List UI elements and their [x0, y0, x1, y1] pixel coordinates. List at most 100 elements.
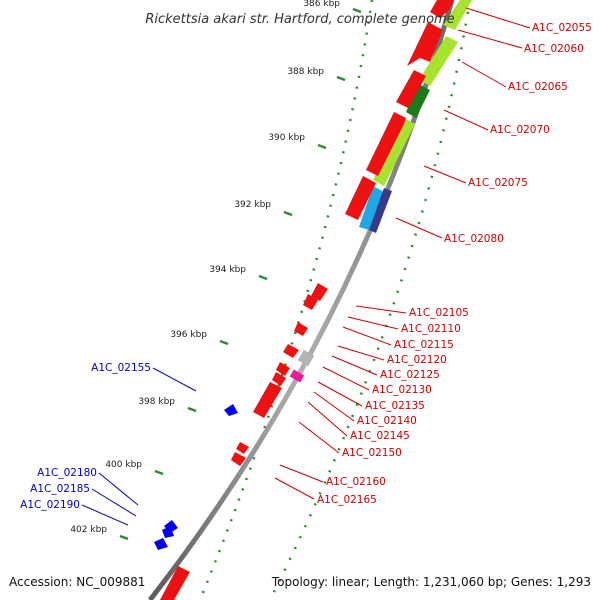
gene-arrow-forward[interactable]: [236, 442, 249, 454]
leader-line: [98, 472, 139, 506]
leader-line: [443, 109, 489, 131]
gene-label-forward[interactable]: A1C_02145: [350, 430, 410, 442]
leader-line: [465, 7, 531, 29]
cds-darkgreen[interactable]: [406, 84, 430, 118]
gene-arrow-forward[interactable]: [396, 70, 426, 108]
gene-arrow-forward[interactable]: [366, 112, 406, 176]
axis-tick-mark: [119, 534, 129, 541]
cds-track: [359, 0, 472, 233]
cds-lime-2[interactable]: [419, 36, 458, 86]
leader-line: [81, 504, 129, 526]
axis-tick-mark: [258, 274, 268, 281]
axis-tick-label: 394 kbp: [209, 265, 246, 275]
gene-label-forward[interactable]: A1C_02160: [326, 476, 386, 488]
leader-line: [337, 345, 385, 361]
gene-label-forward[interactable]: A1C_02130: [372, 384, 432, 396]
leader-line: [274, 477, 315, 500]
reverse-genes: [154, 404, 238, 550]
gene-label-forward[interactable]: A1C_02135: [365, 400, 425, 412]
map-title: Rickettsia akari str. Hartford, complete…: [145, 12, 454, 27]
leader-lines: [81, 7, 531, 526]
gene-label-reverse[interactable]: A1C_02155: [91, 362, 151, 374]
axis-tick-mark: [219, 339, 229, 346]
gene-label-forward[interactable]: A1C_02075: [468, 177, 528, 189]
gene-label-forward[interactable]: A1C_02140: [357, 415, 417, 427]
gene-label-reverse[interactable]: A1C_02185: [30, 483, 90, 495]
gene-arrow-forward[interactable]: [407, 22, 446, 66]
gene-labels: A1C_02055 A1C_02060 A1C_02065 A1C_02070 A1C_…: [20, 22, 592, 511]
gene-arrow-forward[interactable]: [345, 176, 376, 220]
axis-tick-label: 402 kbp: [70, 525, 107, 535]
cds-lime-3[interactable]: [373, 118, 415, 186]
leader-line: [317, 381, 363, 407]
axis-tick-label: 390 kbp: [268, 133, 305, 143]
gene-arrow-forward[interactable]: [430, 0, 454, 18]
leader-line: [457, 29, 523, 49]
gene-label-forward[interactable]: A1C_02070: [490, 124, 550, 136]
gray-feature[interactable]: [297, 349, 315, 367]
axis-tick-mark: [187, 406, 197, 413]
leader-line: [347, 316, 399, 330]
leader-line: [307, 401, 348, 437]
leader-line: [355, 305, 407, 314]
gene-arrow-forward[interactable]: [272, 372, 286, 386]
axis-tick-label: 396 kbp: [170, 330, 207, 340]
accession-label: Accession: NC_009881: [9, 575, 145, 589]
leader-line: [342, 326, 392, 346]
axis-tick-label: 386 kbp: [303, 0, 340, 9]
leader-line: [423, 165, 467, 184]
gene-arrow-forward[interactable]: [294, 322, 308, 336]
axis-tick-mark: [154, 469, 164, 476]
tick-track-outer: [198, 0, 374, 600]
cds-navy[interactable]: [369, 188, 392, 233]
leader-line: [313, 391, 355, 422]
gene-arrow-forward[interactable]: [303, 294, 318, 310]
axis-tick-mark: [336, 75, 346, 82]
axis-tick-label: 388 kbp: [287, 67, 324, 77]
gene-label-forward[interactable]: A1C_02105: [409, 307, 469, 319]
gene-label-forward[interactable]: A1C_02055: [532, 22, 592, 34]
leader-line: [322, 366, 370, 391]
axis-tick-mark: [283, 210, 293, 217]
gene-label-forward[interactable]: A1C_02060: [524, 43, 584, 55]
leader-line: [152, 367, 197, 392]
gene-label-forward[interactable]: A1C_02065: [508, 81, 568, 93]
leader-line: [298, 421, 340, 454]
gene-label-forward[interactable]: A1C_02165: [317, 494, 377, 506]
forward-genes: [160, 0, 454, 600]
gene-arrow-forward[interactable]: [253, 382, 282, 418]
leader-line: [279, 464, 324, 483]
gene-label-forward[interactable]: A1C_02080: [444, 233, 504, 245]
gene-label-reverse[interactable]: A1C_02180: [37, 467, 97, 479]
leader-line: [91, 488, 137, 517]
leader-line: [461, 61, 507, 88]
cds-lime-1[interactable]: [443, 0, 472, 30]
gene-label-forward[interactable]: A1C_02110: [401, 323, 461, 335]
cds-cyan[interactable]: [359, 186, 384, 230]
gene-arrow-forward[interactable]: [276, 362, 290, 376]
pink-feature[interactable]: [289, 369, 305, 383]
leader-line: [331, 355, 378, 376]
axis-tick-mark: [317, 143, 327, 150]
gene-arrow-reverse[interactable]: [224, 404, 238, 416]
gene-label-forward[interactable]: A1C_02125: [380, 369, 440, 381]
gene-arrow-forward[interactable]: [311, 283, 328, 301]
gene-label-reverse[interactable]: A1C_02190: [20, 499, 80, 511]
summary-label: Topology: linear; Length: 1,231,060 bp; …: [271, 575, 591, 589]
gene-label-forward[interactable]: A1C_02115: [394, 339, 454, 351]
axis-tick-label: 392 kbp: [234, 200, 271, 210]
axis-tick-label: 398 kbp: [138, 397, 175, 407]
gene-arrow-forward[interactable]: [283, 344, 299, 358]
axis-tick-label: 400 kbp: [105, 460, 142, 470]
axis-tick-mark: [352, 7, 362, 14]
gene-label-forward[interactable]: A1C_02120: [387, 354, 447, 366]
leader-line: [395, 217, 443, 239]
gene-label-forward[interactable]: A1C_02150: [342, 447, 402, 459]
gene-arrow-forward[interactable]: [231, 452, 246, 466]
gene-arrow-forward[interactable]: [160, 566, 190, 600]
gene-arrow-reverse[interactable]: [154, 538, 168, 550]
gene-arrow-reverse[interactable]: [162, 526, 174, 538]
axis-ticks: 386 kbp 388 kbp 390 kbp 392 kbp 394 kbp 396 k…: [70, 0, 362, 541]
tick-track-inner: [268, 0, 472, 600]
